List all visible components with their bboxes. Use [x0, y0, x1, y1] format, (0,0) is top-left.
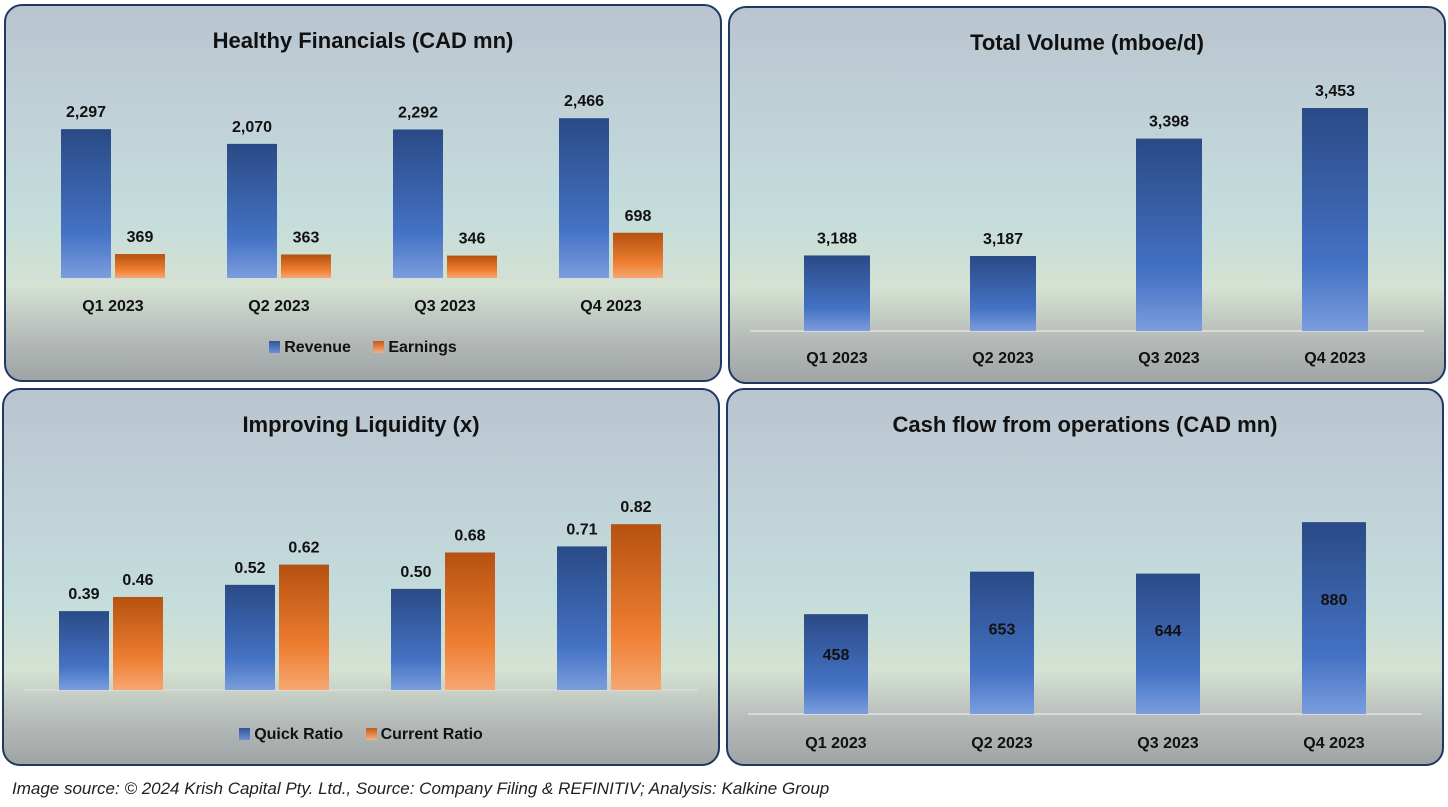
bar-chart: 3,188 Q1 2023 3,187 Q2 2023 3,398 Q3 2023 3,45…	[750, 83, 1424, 367]
legend-label: Quick Ratio	[254, 726, 344, 743]
bar-total-volume	[804, 255, 870, 331]
category-label: Q1 2023	[82, 298, 143, 315]
bar-current-ratio	[611, 524, 661, 690]
category-label: Q1 2023	[805, 735, 866, 752]
legend-item-current-ratio: Current Ratio	[365, 726, 483, 744]
bar-revenue	[559, 118, 609, 278]
image-source-caption: Image source: © 2024 Krish Capital Pty. …	[12, 779, 830, 798]
data-label: 2,292	[398, 104, 438, 121]
bar-revenue	[227, 143, 277, 278]
legend-item-revenue: Revenue	[269, 339, 351, 357]
bar-total-volume	[1302, 108, 1368, 331]
category-label: Q2 2023	[971, 735, 1032, 752]
chart-title: Total Volume (mboe/d)	[970, 30, 1204, 55]
data-label: 0.39	[68, 586, 99, 603]
bar-earnings	[447, 255, 497, 278]
bar-earnings	[281, 254, 331, 278]
legend-item-quick-ratio: Quick Ratio	[239, 726, 343, 744]
data-label: 0.52	[234, 560, 265, 577]
bar-quick-ratio	[59, 611, 109, 690]
data-label: 0.82	[620, 499, 651, 516]
bar-revenue	[393, 129, 443, 278]
legend-item-earnings: Earnings	[373, 339, 457, 357]
data-label: 698	[625, 208, 652, 225]
data-label: 3,398	[1149, 114, 1189, 131]
bar-cash-flow-from-operations	[970, 571, 1034, 714]
chart-title: Cash flow from operations (CAD mn)	[892, 412, 1278, 437]
legend-swatch-orange	[365, 728, 377, 740]
bar-earnings	[613, 232, 663, 278]
data-label: 346	[459, 231, 486, 248]
category-label: Q4 2023	[1303, 735, 1364, 752]
data-label: 0.50	[400, 564, 431, 581]
category-label: Q2 2023	[972, 350, 1033, 367]
legend-swatch-orange	[373, 341, 385, 353]
legend: Revenue Earnings	[6, 339, 720, 357]
bar-cash-flow-from-operations	[1136, 573, 1200, 714]
data-label: 2,070	[232, 119, 272, 136]
chart-panel-total-volume: Total Volume (mboe/d) 3,188 Q1 2023 3,187 Q…	[728, 6, 1446, 384]
bar-total-volume	[970, 256, 1036, 331]
data-label: 3,188	[817, 230, 857, 247]
chart-title: Healthy Financials (CAD mn)	[212, 28, 514, 53]
bar-cash-flow-from-operations	[804, 614, 868, 714]
bar-chart: 2,297 369 Q1 2023 2,070 363 Q2 2023 2,292 346 Q3…	[26, 93, 700, 315]
bar-earnings	[115, 254, 165, 278]
data-label: 3,453	[1315, 83, 1355, 100]
data-label: 0.62	[288, 540, 319, 557]
data-label: 0.71	[566, 521, 597, 538]
chart-panel-improving-liquidity: Improving Liquidity (x) 0.39 0.46 0.52 0.62…	[2, 388, 720, 766]
category-label: Q3 2023	[1137, 735, 1198, 752]
category-label: Q1 2023	[806, 350, 867, 367]
bar-quick-ratio	[391, 588, 441, 690]
bar-current-ratio	[113, 596, 163, 690]
data-label: 2,297	[66, 104, 106, 121]
data-label: 0.46	[122, 572, 153, 589]
legend-label: Revenue	[284, 339, 351, 356]
bar-quick-ratio	[557, 546, 607, 690]
data-label: 3,187	[983, 231, 1023, 248]
category-label: Q4 2023	[1304, 350, 1365, 367]
data-label: 653	[989, 622, 1016, 639]
legend-swatch-blue	[269, 341, 281, 353]
bar-chart: 0.39 0.46 0.52 0.62 0.50 0.68 0.71 0.82	[24, 499, 698, 691]
data-label: 458	[823, 647, 850, 664]
chart-title: Improving Liquidity (x)	[242, 412, 480, 437]
legend: Quick Ratio Current Ratio	[4, 726, 718, 744]
data-label: 880	[1321, 592, 1348, 609]
data-label: 363	[293, 229, 320, 246]
bar-quick-ratio	[225, 584, 275, 690]
chart-panel-cash-flow: Cash flow from operations (CAD mn) 458 Q1…	[726, 388, 1444, 766]
bar-total-volume	[1136, 138, 1202, 331]
category-label: Q3 2023	[414, 298, 475, 315]
chart-panel-healthy-financials: Healthy Financials (CAD mn) 2,297 369 Q1 2…	[4, 4, 722, 382]
legend-label: Earnings	[388, 339, 457, 356]
category-label: Q3 2023	[1138, 350, 1199, 367]
bar-current-ratio	[279, 564, 329, 690]
legend-swatch-blue	[239, 728, 251, 740]
data-label: 644	[1155, 623, 1182, 640]
data-label: 2,466	[564, 93, 604, 110]
data-label: 0.68	[454, 527, 485, 544]
category-label: Q4 2023	[580, 298, 641, 315]
data-label: 369	[127, 229, 154, 246]
category-label: Q2 2023	[248, 298, 309, 315]
legend-label: Current Ratio	[380, 726, 483, 743]
bar-cash-flow-from-operations	[1302, 522, 1366, 714]
bar-revenue	[61, 129, 111, 278]
bar-current-ratio	[445, 552, 495, 690]
bar-chart: 458 Q1 2023 653 Q2 2023 644 Q3 2023 880 Q4 2023	[748, 522, 1422, 752]
